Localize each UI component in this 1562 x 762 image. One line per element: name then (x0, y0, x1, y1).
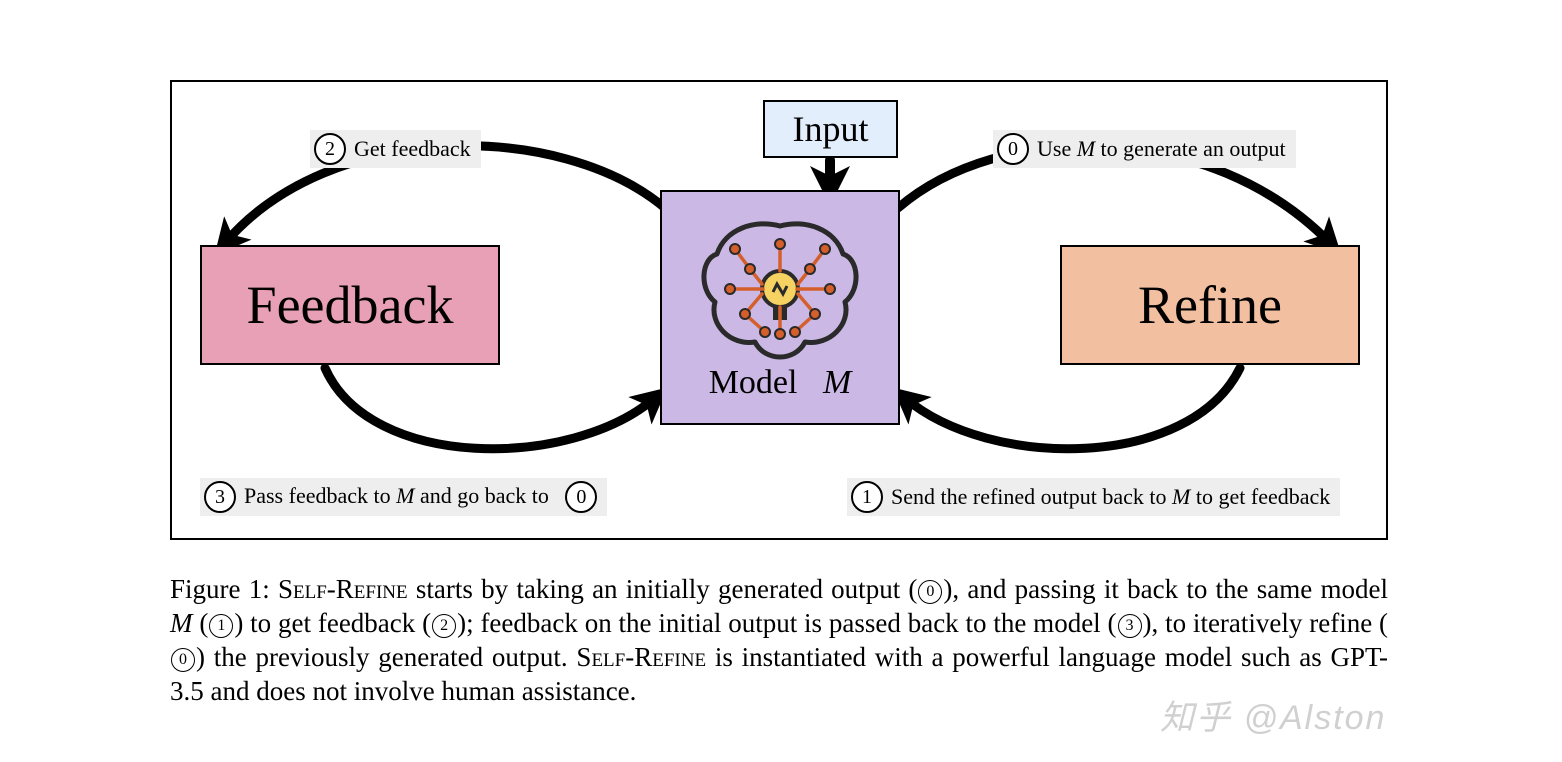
caption-prefix: Figure 1: (170, 574, 278, 604)
node-input: Input (763, 100, 898, 158)
step-2-badge: 2 Get feedback (310, 130, 481, 168)
caption-model-symbol: M (170, 608, 193, 638)
step-0-text: Use M to generate an output (1037, 136, 1286, 162)
node-model-label-text: Model (709, 364, 798, 401)
node-feedback: Feedback (200, 245, 500, 365)
step-3-badge: 3 Pass feedback to M and go back to 0 (200, 478, 607, 516)
node-refine: Refine (1060, 245, 1360, 365)
caption-name1: Self-Refine (278, 574, 408, 604)
node-feedback-label: Feedback (247, 274, 454, 336)
caption-circ-2: 2 (432, 614, 456, 638)
step-3-ref-number: 0 (565, 481, 597, 513)
step-1-badge: 1 Send the refined output back to M to g… (847, 478, 1340, 516)
step-3-number: 3 (204, 481, 236, 513)
watermark-text: 知乎 @Alston (1160, 690, 1386, 739)
node-refine-label: Refine (1138, 274, 1282, 336)
brain-circuit-icon (695, 214, 865, 364)
caption-circ-1: 1 (209, 614, 233, 638)
step-0-badge: 0 Use M to generate an output (993, 130, 1296, 168)
caption-name2: Self-Refine (576, 642, 706, 672)
caption-circ-3: 3 (1118, 614, 1142, 638)
node-model-symbol: M (823, 364, 851, 401)
node-model-label: Model M (709, 364, 852, 402)
step-2-text: Get feedback (354, 136, 471, 162)
caption-circ-0a: 0 (918, 580, 942, 604)
caption-circ-0b: 0 (171, 648, 195, 672)
step-2-number: 2 (314, 133, 346, 165)
node-model: Model M (660, 190, 900, 425)
page-root: Input Feedback Refine Model M 0 Use M to… (0, 0, 1562, 762)
step-1-number: 1 (851, 481, 883, 513)
node-input-label: Input (793, 108, 869, 150)
figure-caption: Figure 1: Self-Refine starts by taking a… (170, 572, 1388, 708)
step-0-number: 0 (997, 133, 1029, 165)
step-3-text: Pass feedback to M and go back to 0 (244, 481, 597, 513)
step-1-text: Send the refined output back to M to get… (891, 484, 1330, 510)
